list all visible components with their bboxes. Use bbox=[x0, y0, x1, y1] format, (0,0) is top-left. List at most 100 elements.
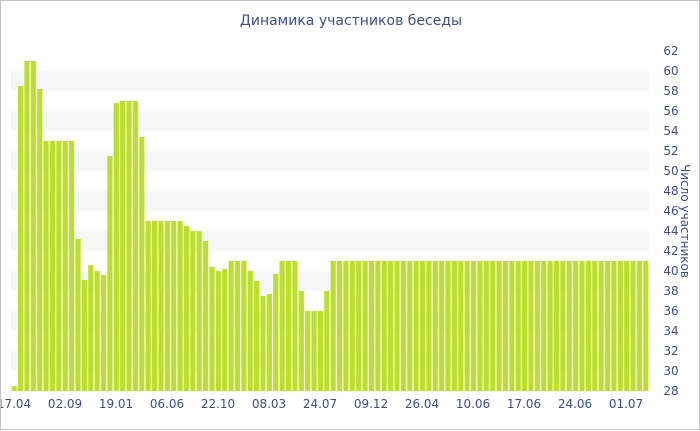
bar bbox=[317, 311, 324, 391]
x-tick-label: 22.10 bbox=[201, 397, 235, 411]
bar bbox=[298, 291, 304, 391]
bar bbox=[56, 141, 62, 391]
grid-band bbox=[11, 351, 649, 371]
bar bbox=[490, 261, 496, 391]
bar bbox=[617, 261, 623, 391]
y-tick-label: 42 bbox=[663, 244, 678, 258]
bar bbox=[624, 261, 630, 391]
bar bbox=[356, 261, 362, 391]
bar bbox=[343, 261, 349, 391]
x-tick-label: 09.12 bbox=[354, 397, 388, 411]
x-tick-label: 19.01 bbox=[99, 397, 133, 411]
bar bbox=[451, 261, 457, 391]
bar bbox=[432, 261, 438, 391]
chart-title: Динамика участников беседы bbox=[239, 13, 463, 29]
y-tick-label: 54 bbox=[663, 124, 678, 138]
bar bbox=[260, 296, 266, 391]
bar bbox=[502, 261, 509, 391]
bar bbox=[247, 271, 253, 391]
bar bbox=[381, 261, 387, 391]
x-tick-label: 17.04 bbox=[1, 397, 31, 411]
bar bbox=[560, 261, 566, 391]
bar bbox=[279, 261, 285, 391]
y-tick-label: 58 bbox=[663, 84, 678, 98]
grid-band bbox=[11, 231, 649, 251]
bar bbox=[336, 261, 343, 391]
x-axis-ticks: 17.04 02.09 19.01 06.06 22.10 08.03 24.07 09.12… bbox=[1, 397, 643, 411]
y-tick-label: 56 bbox=[663, 104, 678, 118]
bar bbox=[100, 275, 107, 391]
bar bbox=[30, 61, 36, 391]
bar bbox=[171, 221, 177, 391]
bar bbox=[196, 231, 202, 391]
bar bbox=[43, 141, 49, 391]
bar bbox=[203, 241, 209, 391]
x-tick-label: 08.03 bbox=[252, 397, 286, 411]
bar bbox=[75, 239, 81, 391]
bar bbox=[477, 261, 483, 391]
bar bbox=[151, 221, 158, 391]
grid-band bbox=[11, 191, 649, 211]
x-tick-label: 17.06 bbox=[507, 397, 541, 411]
y-tick-label: 30 bbox=[663, 364, 678, 378]
bar bbox=[88, 265, 94, 391]
grid-band bbox=[11, 71, 649, 91]
bar bbox=[368, 261, 375, 391]
bar bbox=[413, 261, 419, 391]
bar bbox=[445, 261, 451, 391]
bar bbox=[266, 294, 272, 391]
bar bbox=[120, 101, 126, 391]
bar bbox=[643, 261, 649, 391]
bar bbox=[407, 261, 413, 391]
bar bbox=[439, 261, 445, 391]
bar bbox=[579, 261, 585, 391]
bar bbox=[496, 261, 502, 391]
y-tick-label: 62 bbox=[663, 44, 678, 58]
bar bbox=[534, 261, 540, 391]
bar bbox=[183, 226, 190, 391]
bar bbox=[305, 311, 311, 391]
y-tick-label: 52 bbox=[663, 144, 678, 158]
bar bbox=[17, 86, 24, 391]
bar bbox=[81, 280, 87, 391]
x-tick-label: 24.07 bbox=[303, 397, 337, 411]
bar bbox=[11, 386, 17, 391]
bar bbox=[566, 261, 572, 391]
bar bbox=[292, 261, 298, 391]
bar bbox=[362, 261, 368, 391]
bar bbox=[69, 141, 75, 391]
y-tick-label: 36 bbox=[663, 304, 678, 318]
bar bbox=[132, 101, 138, 391]
grid-band bbox=[11, 111, 649, 131]
x-tick-label: 01.07 bbox=[609, 397, 643, 411]
y-tick-label: 34 bbox=[663, 324, 678, 338]
y-tick-label: 38 bbox=[663, 284, 678, 298]
bar bbox=[209, 267, 215, 391]
y-tick-label: 40 bbox=[663, 264, 678, 278]
bar bbox=[107, 156, 113, 391]
y-tick-label: 44 bbox=[663, 224, 678, 238]
bar bbox=[222, 269, 228, 391]
bar bbox=[311, 311, 317, 391]
grid-band bbox=[11, 271, 649, 291]
y-tick-label: 32 bbox=[663, 344, 678, 358]
x-tick-label: 24.06 bbox=[558, 397, 592, 411]
bar bbox=[483, 261, 489, 391]
bar bbox=[573, 261, 579, 391]
bar bbox=[470, 261, 477, 391]
bar bbox=[426, 261, 432, 391]
bar bbox=[139, 137, 145, 391]
bar bbox=[400, 261, 406, 391]
bar bbox=[630, 261, 636, 391]
bar bbox=[553, 261, 560, 391]
y-tick-label: 46 bbox=[663, 204, 678, 218]
bar bbox=[585, 261, 591, 391]
bar bbox=[522, 261, 528, 391]
bar bbox=[241, 261, 247, 391]
y-tick-label: 28 bbox=[663, 384, 678, 398]
y-tick-label: 50 bbox=[663, 164, 678, 178]
bar bbox=[349, 261, 355, 391]
bar bbox=[541, 261, 547, 391]
